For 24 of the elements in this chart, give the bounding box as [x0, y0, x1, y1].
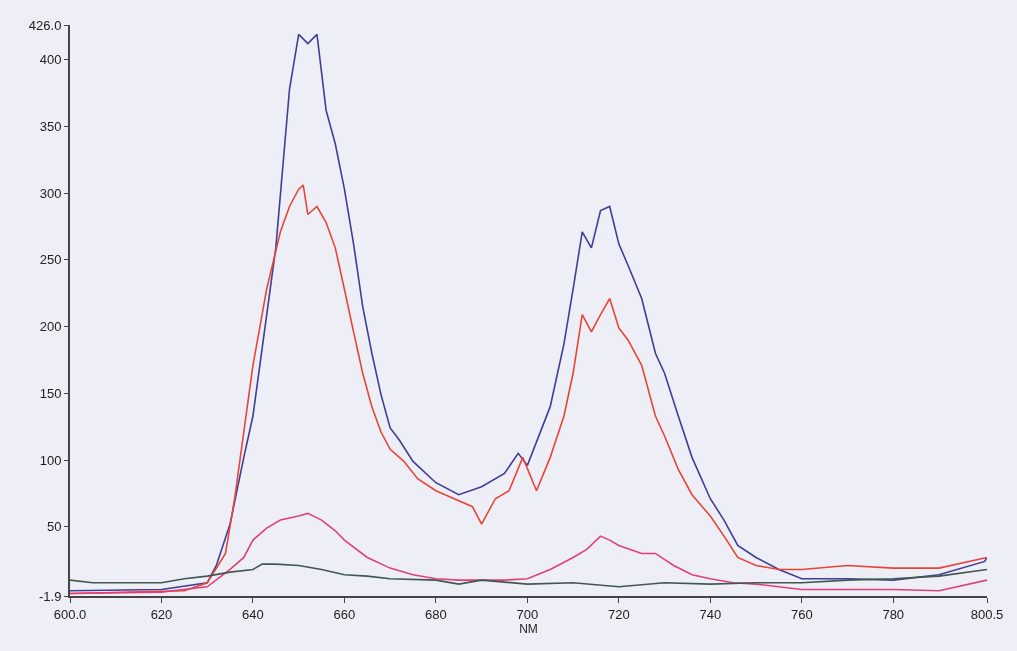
y-tick-label: 50	[46, 519, 62, 535]
x-tick-label: 680	[425, 606, 447, 622]
x-tick-label: 780	[882, 606, 905, 622]
x-axis-title: NM	[519, 621, 538, 636]
y-tick-label: 150	[39, 385, 62, 401]
y-tick-label: 300	[39, 185, 62, 201]
x-tick-label: 600.0	[53, 606, 87, 622]
x-tick-label: 800.5	[970, 606, 1004, 622]
y-tick-label: 250	[39, 252, 62, 268]
y-tick-label: 100	[39, 452, 62, 468]
x-tick-label: 740	[699, 606, 722, 622]
x-tick-label: 640	[242, 606, 264, 622]
line-series	[70, 563, 987, 588]
x-tick-label: 660	[333, 606, 356, 622]
y-tick-label: 426.0	[28, 17, 62, 33]
x-tick-label: 720	[607, 606, 630, 622]
x-tick-label: 620	[150, 606, 173, 622]
x-tick-label: 760	[790, 606, 813, 622]
y-tick-label: -1.9	[38, 588, 62, 604]
y-tick-label: 200	[39, 319, 62, 335]
y-tick-label: 350	[39, 118, 62, 134]
x-tick-label: 700	[516, 606, 539, 622]
y-tick-label: 400	[39, 52, 62, 68]
line-series	[70, 33, 987, 592]
